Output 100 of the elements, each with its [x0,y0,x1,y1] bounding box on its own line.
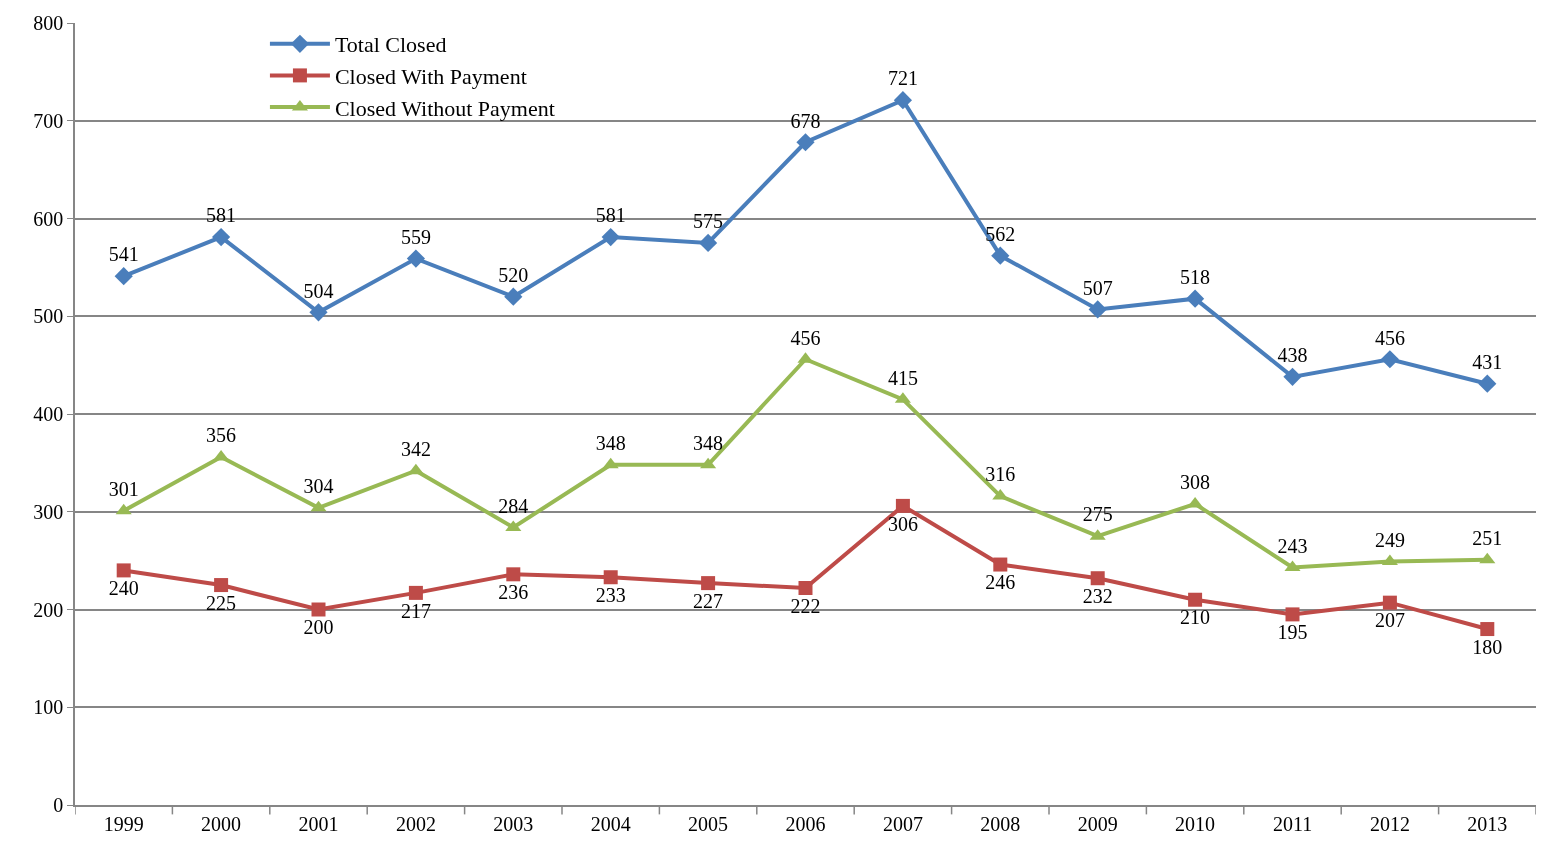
data-label: 316 [985,463,1016,486]
point [214,578,229,593]
x-tick-label: 2011 [1272,812,1313,835]
point [798,581,813,595]
point [1285,607,1300,622]
point [311,602,326,617]
point [701,576,716,591]
point [1088,300,1107,319]
point [309,303,328,322]
data-label: 222 [790,594,821,617]
data-label: 232 [1082,584,1113,607]
x-tick-label: 2012 [1369,812,1410,835]
point [796,133,815,152]
data-label: 210 [1180,606,1211,629]
data-label: 721 [887,67,918,90]
point [408,585,423,600]
x-tick-label: 2005 [688,812,729,835]
x-tick-label: 2000 [201,812,242,835]
point [504,287,523,306]
data-label: 243 [1277,534,1308,557]
point [1186,289,1205,308]
data-label: 678 [790,109,821,132]
data-label: 456 [1374,326,1405,349]
data-label: 431 [1472,350,1503,373]
data-label: 507 [1082,276,1113,299]
point [993,557,1008,572]
data-label: 348 [595,432,626,455]
data-label: 304 [303,475,334,498]
data-label: 301 [108,478,139,501]
data-label: 180 [1472,635,1503,658]
data-label: 251 [1472,526,1503,549]
data-label: 559 [400,225,431,248]
x-tick-label: 2007 [882,812,923,835]
x-tick-label: 2001 [298,812,339,835]
data-label: 195 [1277,621,1308,644]
y-tick-label: 300 [33,500,64,523]
point [116,563,131,578]
data-label: 342 [400,437,431,460]
data-label: 217 [400,599,431,622]
point [1380,350,1399,369]
y-tick-label: 400 [33,403,64,425]
x-tick-label: 2010 [1175,812,1216,835]
point [1382,595,1397,610]
data-label: 246 [985,571,1016,594]
point [603,570,618,585]
x-tick-label: 2002 [395,812,436,835]
data-label: 575 [693,210,724,233]
point [991,246,1010,265]
x-tick-label: 2003 [493,812,534,835]
point [212,227,231,247]
y-tick-label: 800 [33,12,64,34]
point [601,227,620,247]
x-tick-label: 2009 [1077,812,1118,835]
y-tick-label: 500 [33,305,64,328]
data-label: 356 [206,424,237,447]
y-tick-label: 100 [33,696,64,719]
data-label: 438 [1277,344,1308,367]
data-label: 306 [887,512,918,535]
y-tick-label: 600 [33,207,64,230]
legend-label: Closed With Payment [334,63,527,89]
data-label: 348 [693,432,724,455]
data-label: 520 [498,263,529,286]
point [893,91,912,110]
legend-label: Total Closed [334,32,447,58]
data-label: 308 [1180,471,1211,494]
y-tick-label: 0 [53,794,64,816]
x-tick-label: 2013 [1467,812,1508,835]
data-label: 227 [693,589,724,612]
point [1479,552,1496,564]
data-label: 581 [595,204,626,227]
point [1187,496,1204,508]
point [1188,592,1203,607]
y-tick-label: 200 [33,598,64,621]
data-label: 284 [498,494,529,517]
point [602,457,619,469]
point [1478,374,1497,393]
point [1090,571,1105,586]
data-label: 207 [1374,609,1405,632]
data-label: 225 [206,591,237,614]
legend-label: Closed Without Payment [334,95,555,121]
point [1381,554,1398,566]
x-tick-label: 2004 [590,812,631,835]
data-label: 541 [108,243,139,266]
point [506,567,521,582]
data-label: 456 [790,326,821,349]
data-label: 415 [887,366,918,389]
x-tick-label: 2006 [785,812,826,835]
data-label: 275 [1082,503,1113,526]
data-label: 249 [1374,528,1405,551]
point [1480,622,1495,637]
point [895,498,910,513]
data-label: 504 [303,279,334,302]
x-tick-label: 2008 [980,812,1021,835]
x-tick-label: 1999 [103,812,144,835]
point [1283,367,1302,386]
data-label: 518 [1180,265,1211,288]
data-label: 240 [108,577,139,600]
point [406,249,425,268]
data-label: 200 [303,616,334,639]
point [310,500,327,512]
